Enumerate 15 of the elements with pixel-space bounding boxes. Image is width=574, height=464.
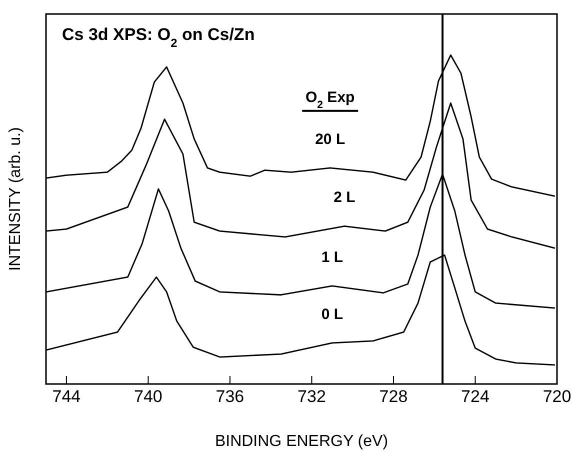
y-axis-title: INTENSITY (arb. u.)	[7, 127, 24, 271]
x-tick-label: 728	[379, 387, 408, 406]
legend-title: O$_{2}$ Exp	[306, 88, 355, 111]
series-label: 20 L	[315, 130, 346, 148]
x-tick-label: 744	[52, 387, 81, 406]
series-label: 0 L	[321, 306, 344, 323]
x-tick-label: 724	[461, 387, 490, 406]
series-label: 2 L	[334, 189, 356, 206]
series-label: 1 L	[321, 248, 344, 266]
x-tick-label: 720	[542, 387, 572, 406]
x-tick-label: 736	[216, 387, 244, 406]
x-tick-label: 740	[134, 387, 162, 406]
x-axis-title: BINDING ENERGY (eV)	[214, 433, 388, 450]
chart-title: Cs 3d XPS: O$_{2}$ on Cs/Zn	[62, 25, 255, 50]
x-tick-label: 732	[298, 387, 326, 406]
